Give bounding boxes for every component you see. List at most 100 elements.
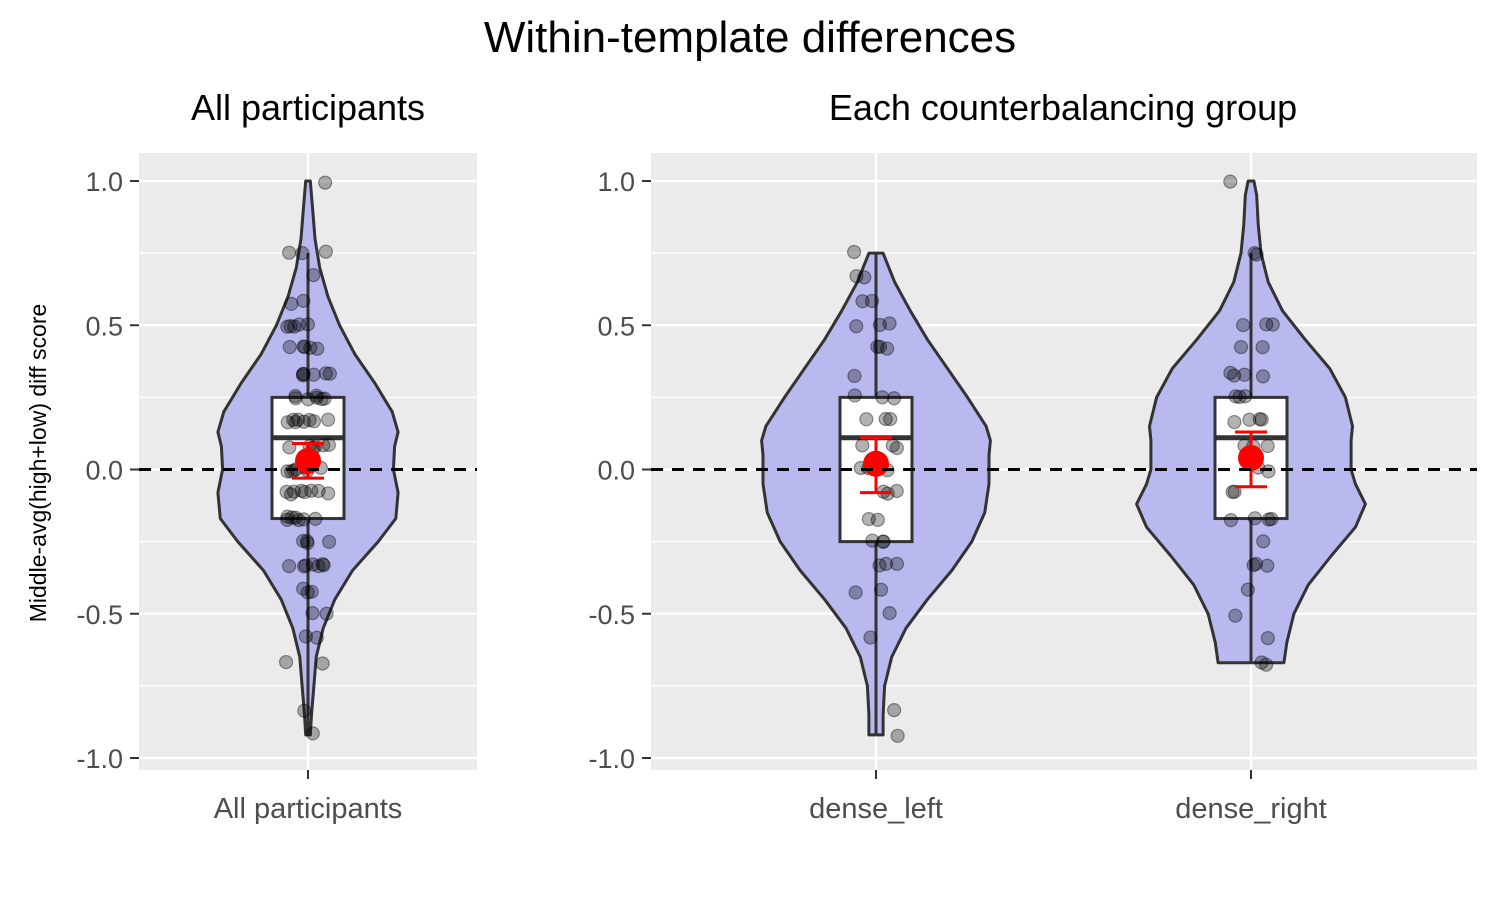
data-point (1233, 339, 1249, 355)
panel-title-right: Each counterbalancing group (829, 87, 1297, 128)
data-point (1223, 174, 1238, 189)
data-point (306, 367, 321, 382)
y-tick-label: 0.0 (85, 456, 123, 486)
data-point (308, 511, 323, 527)
y-tick-label: -1.0 (76, 744, 123, 774)
data-point (1223, 365, 1238, 380)
data-point (299, 534, 315, 549)
data-point (872, 317, 888, 333)
data-point (305, 557, 321, 572)
data-point (1227, 414, 1242, 430)
data-point (1242, 412, 1257, 427)
data-point (1228, 608, 1243, 623)
data-point (290, 412, 306, 427)
x-tick-label: dense_left (809, 793, 943, 825)
data-point (288, 391, 303, 406)
data-point (321, 534, 337, 549)
data-point (294, 483, 309, 498)
data-point (305, 726, 320, 741)
data-point (306, 268, 321, 283)
data-point (873, 582, 889, 597)
data-point (882, 606, 897, 621)
data-point (286, 412, 301, 427)
y-tick-label: 1.0 (597, 167, 635, 197)
data-point (315, 557, 330, 572)
data-point (1247, 246, 1262, 261)
data-point (878, 411, 893, 427)
mean-marker (295, 447, 321, 474)
data-point (317, 391, 332, 406)
data-point (296, 512, 311, 527)
y-axis-label: Middle-avg(high+low) diff score (25, 304, 51, 623)
data-point (870, 339, 885, 354)
data-point (1248, 556, 1264, 572)
data-point (1254, 412, 1269, 427)
panel-all-participants: -1.0 -0.5 0.0 0.5 1.0 All participants (76, 153, 477, 825)
data-point (1240, 582, 1255, 597)
data-point (879, 556, 894, 571)
data-point (304, 584, 319, 599)
data-point (282, 245, 297, 260)
panel-counterbalancing-groups: -1.0 -0.5 0.0 0.5 1.0 dense_left dense_right (588, 153, 1477, 825)
data-point (283, 487, 299, 502)
data-point (318, 175, 333, 190)
data-point (318, 244, 333, 259)
data-point (280, 509, 295, 524)
data-point (883, 411, 898, 427)
data-point (296, 366, 311, 381)
data-point (849, 269, 864, 284)
data-point (309, 388, 324, 403)
data-point (318, 366, 333, 381)
data-point (889, 556, 905, 571)
data-point (288, 414, 303, 430)
data-point (870, 512, 885, 527)
y-tick-label: -0.5 (76, 600, 123, 630)
data-point (310, 341, 325, 356)
data-point (280, 319, 295, 334)
data-point (296, 581, 311, 596)
data-point (885, 438, 900, 453)
data-point (1232, 389, 1247, 405)
data-point (281, 559, 297, 574)
data-point (288, 389, 303, 404)
data-point (297, 703, 312, 718)
data-point (1259, 317, 1274, 332)
data-point (857, 270, 872, 285)
data-point (283, 319, 298, 334)
data-point (282, 339, 297, 355)
data-point (1238, 389, 1253, 404)
y-tick-label: -0.5 (588, 600, 635, 630)
data-point (300, 317, 315, 332)
data-point (319, 606, 334, 621)
data-point (304, 483, 319, 498)
data-point (303, 340, 318, 355)
data-point (872, 339, 888, 354)
data-point (887, 703, 902, 718)
data-point (889, 440, 905, 456)
data-point (314, 391, 329, 407)
data-point (311, 559, 326, 574)
data-point (316, 558, 331, 573)
data-point (315, 656, 330, 671)
data-point (855, 438, 870, 453)
mean-marker (863, 450, 889, 477)
figure-title: Within-template differences (484, 13, 1016, 62)
data-point (1255, 369, 1271, 384)
data-point (296, 293, 311, 309)
data-point (848, 585, 863, 600)
x-tick-label: All participants (214, 793, 403, 825)
data-point (1260, 438, 1275, 454)
data-point (278, 654, 294, 670)
data-point (1259, 657, 1274, 672)
data-point (291, 512, 306, 528)
data-point (846, 244, 862, 260)
data-point (1247, 511, 1262, 526)
data-point (1236, 317, 1251, 333)
data-point (296, 368, 311, 383)
data-point (301, 392, 316, 407)
data-point (855, 294, 870, 309)
data-point (847, 388, 862, 403)
data-point (284, 510, 300, 525)
data-point (882, 316, 897, 331)
x-tick-label: dense_right (1175, 793, 1327, 825)
